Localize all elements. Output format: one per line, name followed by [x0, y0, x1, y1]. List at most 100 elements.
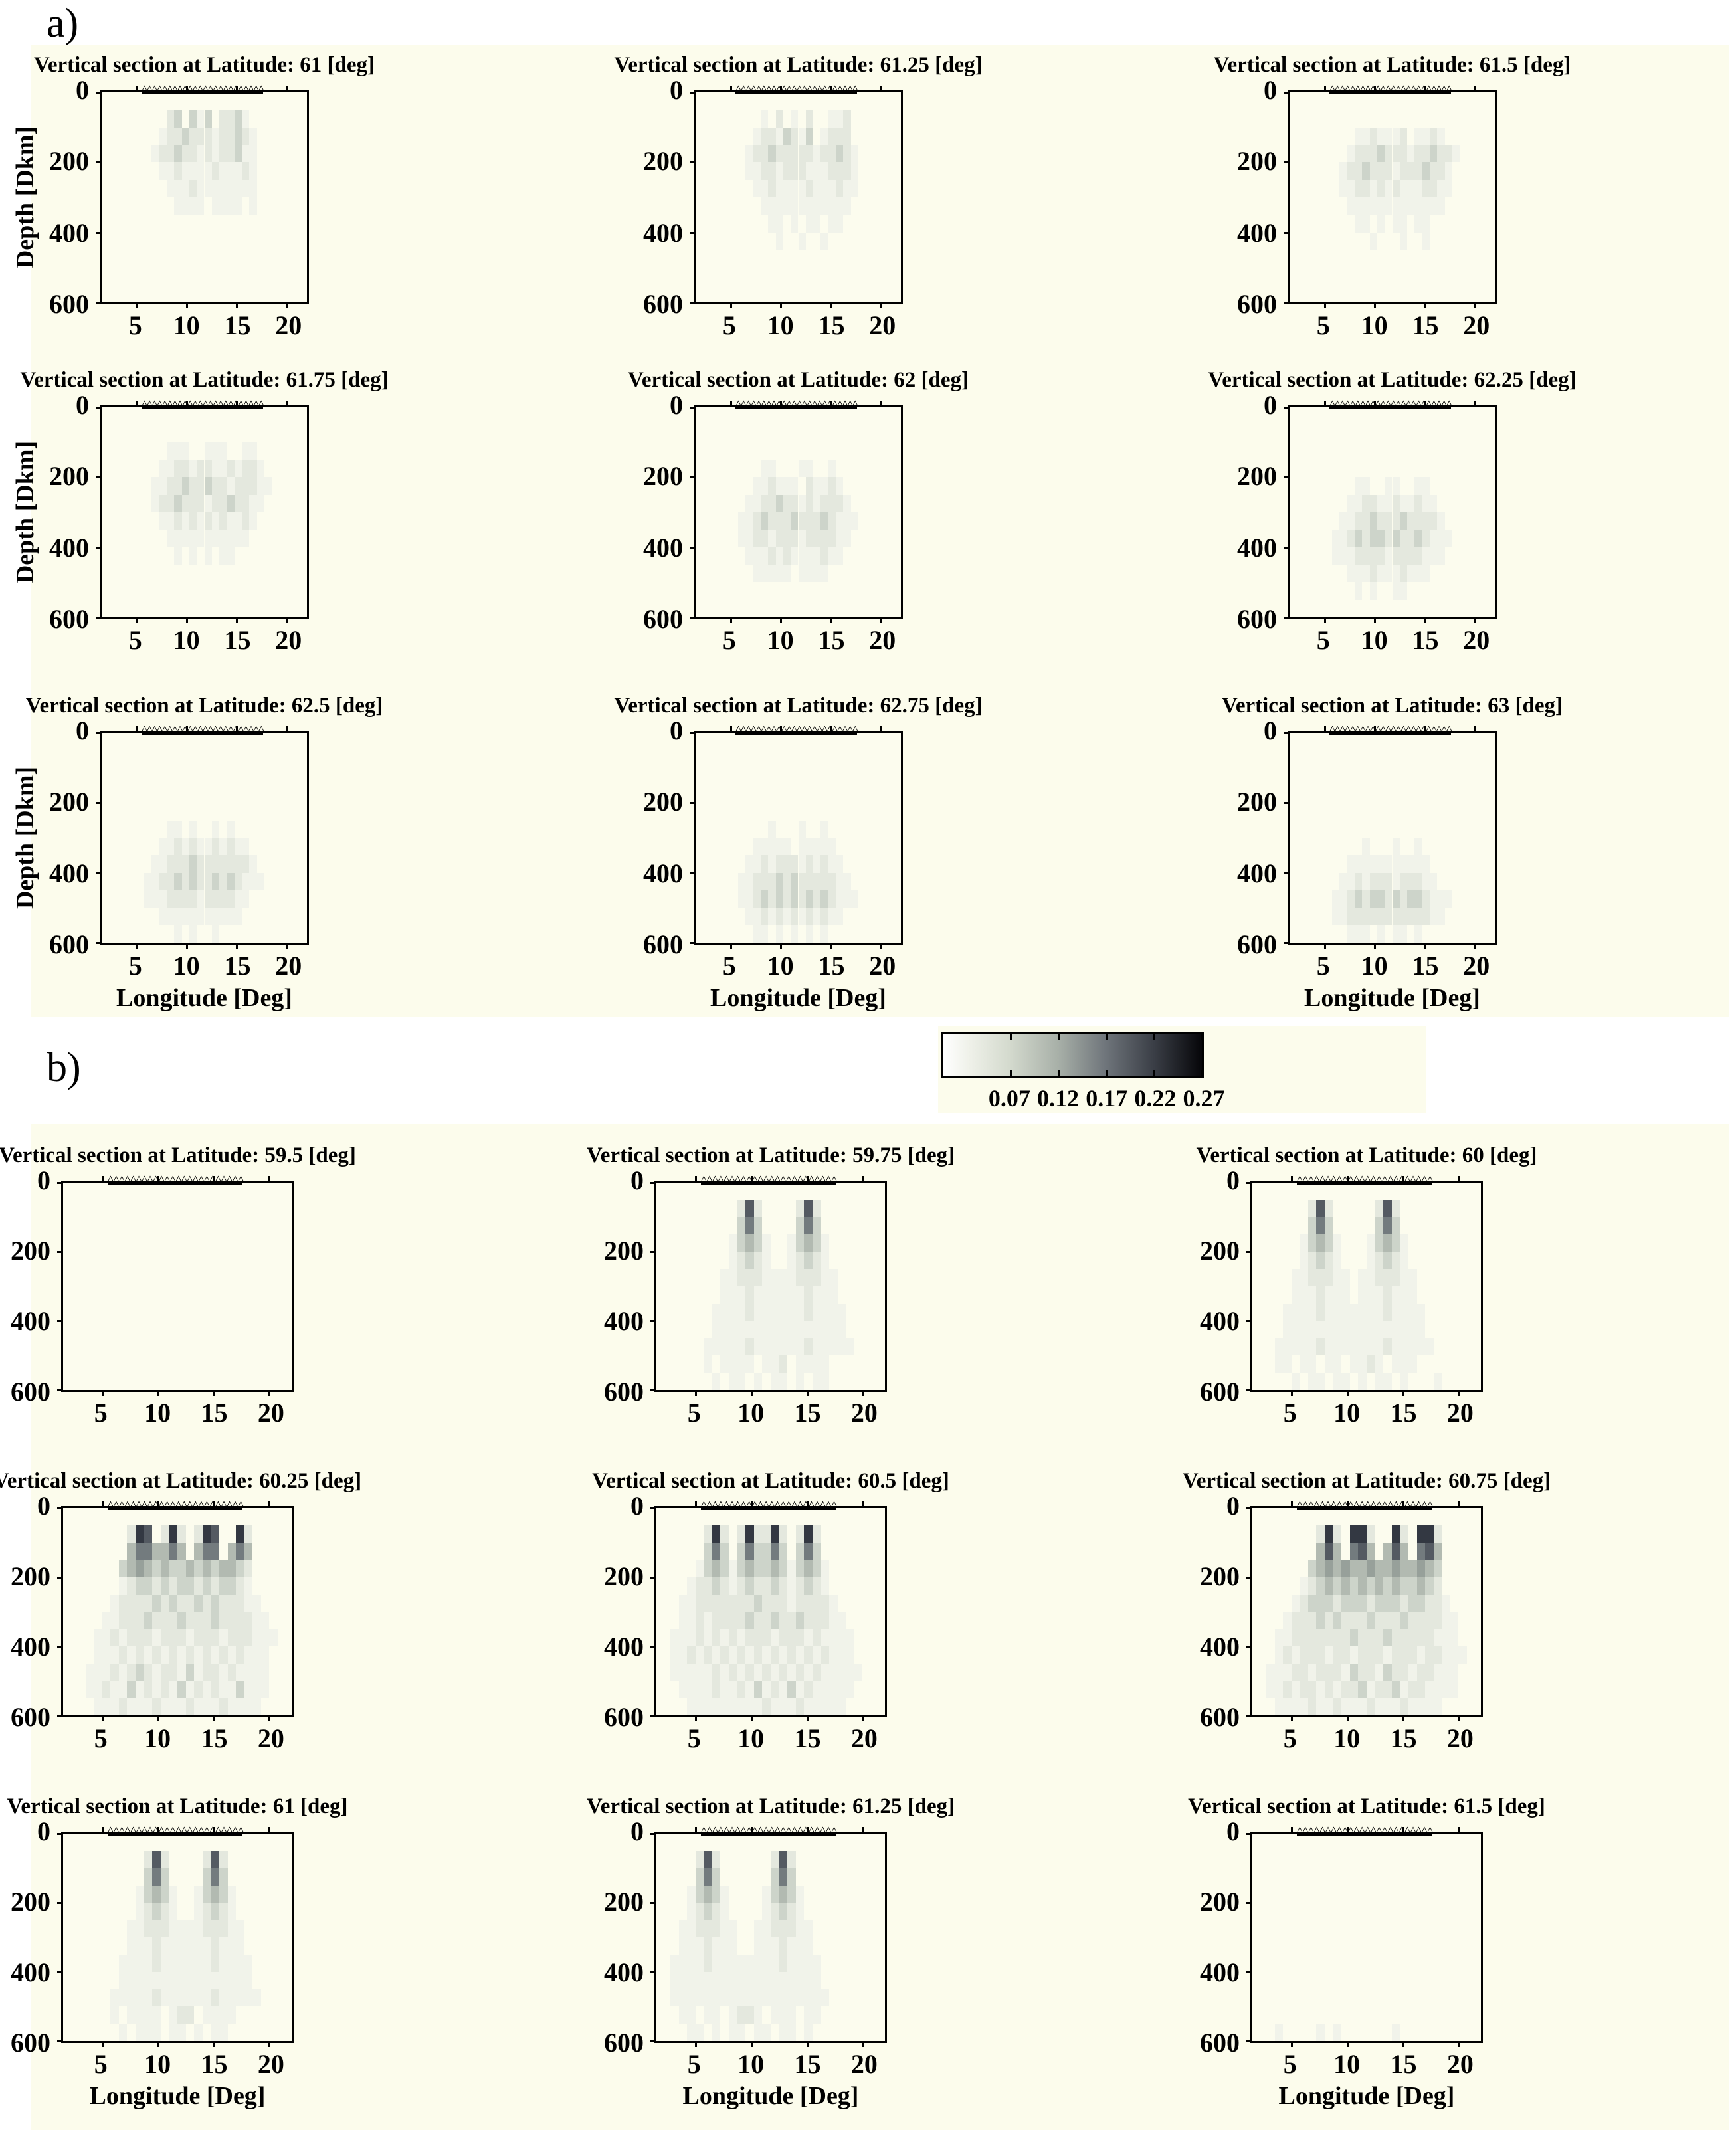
station-triangle-icon: ▵ — [718, 1171, 723, 1184]
y-tick-label: 600 — [49, 289, 89, 319]
heatmap-cell — [1430, 908, 1438, 925]
heatmap-cell — [1349, 1681, 1359, 1698]
heatmap-cell — [836, 494, 844, 512]
heatmap-cell — [194, 1989, 203, 2006]
heatmap-cell — [242, 477, 250, 495]
station-triangle-icon: ▵ — [786, 1497, 791, 1509]
station-triangle-icon: ▵ — [822, 396, 827, 409]
heatmap-cell — [1316, 1560, 1325, 1577]
x-tick-label: 5 — [687, 2049, 701, 2079]
x-tick-mark-top — [268, 1827, 271, 1834]
heatmap-cell — [152, 1577, 161, 1595]
heatmap-cell — [753, 1989, 763, 2006]
x-tick-label: 10 — [737, 1723, 765, 1753]
heatmap-cell — [185, 1989, 195, 2006]
heatmap-cell — [219, 908, 227, 925]
heatmap-cell — [1407, 197, 1415, 215]
heatmap-cell — [1391, 1252, 1400, 1269]
heatmap-cell — [745, 1646, 754, 1664]
station-triangle-icon: ▵ — [791, 1822, 797, 1835]
heatmap-cell — [1400, 1338, 1408, 1355]
heatmap-cell — [768, 145, 776, 163]
heatmap-cell — [753, 530, 761, 547]
station-triangle-icon: ▵ — [228, 722, 233, 734]
station-triangle-icon: ▵ — [193, 1497, 198, 1509]
heatmap-cell — [768, 908, 776, 925]
x-tick-label: 15 — [818, 951, 845, 981]
heatmap-cell — [160, 1629, 169, 1646]
x-tick-label: 5 — [94, 1723, 108, 1753]
heatmap-cell — [181, 908, 189, 925]
station-triangle-icon: ▵ — [169, 1822, 175, 1835]
heatmap-cell — [211, 1595, 219, 1612]
heatmap-cell — [695, 1577, 704, 1595]
heatmap-cell — [174, 838, 182, 856]
station-triangle-icon: ▵ — [766, 81, 771, 94]
heatmap-cell — [160, 1972, 169, 1989]
heatmap-cell — [244, 1560, 253, 1577]
heatmap-cell — [760, 110, 769, 128]
heatmap-cell — [227, 1886, 237, 1903]
y-tick-mark — [1284, 732, 1290, 734]
station-triangle-icon: ▵ — [136, 1497, 142, 1509]
x-tick-mark-top — [1474, 86, 1476, 92]
heatmap-cell — [704, 1664, 712, 1681]
subplot: Vertical section at Latitude: 63 [deg] ▵… — [1222, 694, 1563, 1012]
heatmap-cell — [1307, 1338, 1317, 1355]
heatmap-cell — [843, 127, 851, 145]
station-triangle-icon: ▵ — [1349, 722, 1355, 734]
station-triangle-icon: ▵ — [198, 1822, 204, 1835]
station-triangle-icon: ▵ — [221, 1822, 227, 1835]
heatmap-cell — [1266, 1664, 1275, 1681]
heatmap-cell — [805, 162, 814, 180]
heatmap-cell — [768, 512, 776, 530]
heatmap-cell — [159, 872, 167, 890]
x-tick-mark-top — [1290, 1827, 1293, 1834]
x-tick-mark-top — [1346, 1501, 1349, 1508]
heatmap-cell — [1391, 1217, 1400, 1234]
heatmap-cell — [1349, 1664, 1359, 1681]
heatmap-cell — [1391, 1269, 1400, 1286]
heatmap-cell — [1283, 1698, 1292, 1715]
y-tick-mark — [96, 407, 102, 409]
heatmap-cell — [1274, 2024, 1284, 2041]
heatmap-cell — [771, 1629, 779, 1646]
heatmap-cell — [127, 1612, 136, 1629]
panel-a-label: a) — [47, 1, 79, 46]
heatmap-cell — [234, 162, 242, 180]
y-tick-mark — [1246, 1576, 1252, 1579]
station-triangle-icon: ▵ — [1319, 1822, 1325, 1835]
heatmap-cell — [236, 1525, 244, 1543]
heatmap-cell — [1362, 925, 1370, 943]
colorbar-tick-label: 0.12 — [1037, 1085, 1080, 1112]
x-tick-mark-bottom — [1458, 1390, 1460, 1396]
heatmap-cell — [798, 494, 806, 512]
x-tick-mark-top — [157, 1501, 159, 1508]
heatmap-cell — [712, 1543, 721, 1560]
x-tick-mark-top — [268, 1176, 271, 1183]
heatmap-cell — [127, 1681, 136, 1698]
x-tick-mark-bottom — [830, 943, 832, 949]
heatmap-cell — [236, 1560, 244, 1577]
heatmap-cell — [1300, 1338, 1308, 1355]
heatmap-cell — [704, 1955, 712, 1972]
heatmap-cell — [720, 1920, 729, 1937]
heatmap-cell — [242, 442, 250, 460]
heatmap-cell — [1383, 1543, 1392, 1560]
heatmap-cell — [202, 1664, 211, 1681]
y-tick-label: 0 — [37, 1491, 50, 1521]
heatmap-cell — [152, 1920, 161, 1937]
heatmap-cell — [219, 855, 227, 873]
heatmap-cell — [211, 1681, 219, 1698]
heatmap-cell — [762, 1252, 771, 1269]
heatmap-cell — [771, 1972, 779, 1989]
x-tick-label: 10 — [1361, 310, 1388, 340]
heatmap-cell — [211, 1972, 219, 1989]
heatmap-cell — [729, 1612, 737, 1629]
heatmap-cell — [695, 1868, 704, 1886]
heatmap-cell — [828, 179, 836, 197]
heatmap-cell — [1383, 1629, 1392, 1646]
heatmap-cell — [1391, 1338, 1400, 1355]
heatmap-cell — [820, 127, 828, 145]
heatmap-cell — [779, 1681, 788, 1698]
